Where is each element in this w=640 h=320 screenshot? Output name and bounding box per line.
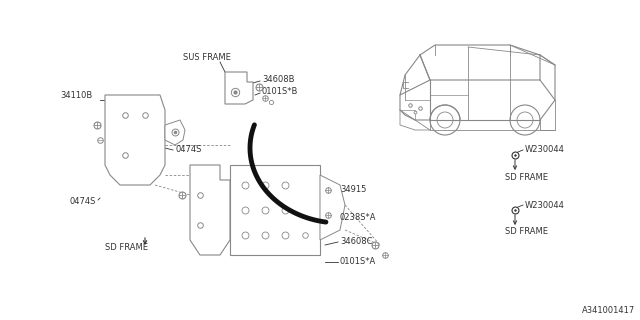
Polygon shape — [165, 120, 185, 145]
Bar — [230, 165, 320, 255]
Text: 0474S: 0474S — [70, 197, 97, 206]
Text: 34608B: 34608B — [262, 76, 294, 84]
Text: 34608C: 34608C — [340, 237, 372, 246]
Text: 34915: 34915 — [340, 186, 366, 195]
Text: W230044: W230044 — [525, 201, 565, 210]
Text: 0238S*A: 0238S*A — [340, 213, 376, 222]
Text: 34110B: 34110B — [60, 91, 92, 100]
Text: 0101S*B: 0101S*B — [262, 87, 298, 97]
Text: SD FRAME: SD FRAME — [505, 173, 548, 182]
Text: SD FRAME: SD FRAME — [505, 228, 548, 236]
Text: SUS FRAME: SUS FRAME — [183, 53, 231, 62]
Polygon shape — [190, 165, 230, 255]
Polygon shape — [105, 95, 165, 185]
Text: SD FRAME: SD FRAME — [105, 244, 148, 252]
Polygon shape — [320, 175, 345, 240]
Polygon shape — [225, 72, 253, 104]
Text: 0101S*A: 0101S*A — [340, 258, 376, 267]
Text: A341001417: A341001417 — [582, 306, 635, 315]
Text: 0474S: 0474S — [175, 146, 202, 155]
Text: W230044: W230044 — [525, 146, 565, 155]
